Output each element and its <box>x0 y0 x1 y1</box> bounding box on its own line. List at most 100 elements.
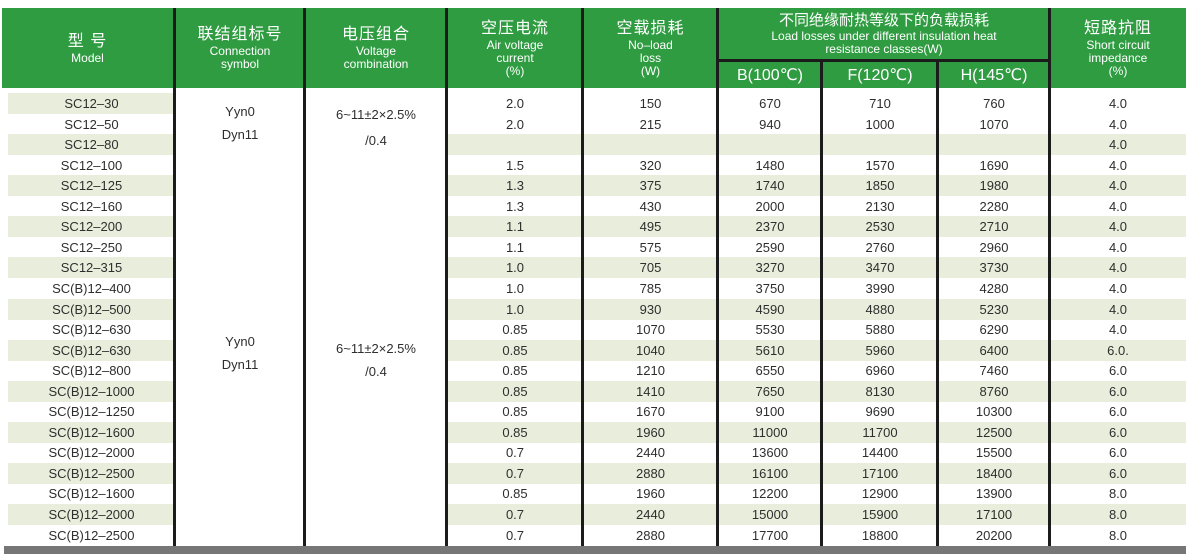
cell-current: 1.0 <box>505 280 525 296</box>
header-class-b: B(100℃) <box>737 66 803 84</box>
cell-b: 12200 <box>751 486 789 502</box>
cell-h: 13900 <box>975 486 1013 502</box>
cell-h: 20200 <box>975 527 1013 543</box>
cell-f: 1570 <box>865 157 895 173</box>
header-connection-en1: Connection <box>209 44 271 58</box>
cell-no_load <box>583 134 718 156</box>
cell-b: 1480 <box>755 157 785 173</box>
cell-model: SC12–50 <box>64 116 119 132</box>
table-row: SC(B)12–400 1.0 785 3750 3990 4280 4.0 <box>0 278 1186 299</box>
header-air-current-unit: (%) <box>505 63 525 78</box>
cell-h: 2280 <box>979 198 1009 214</box>
header-class-h: H(145℃) <box>960 66 1028 84</box>
header-impedance-zh: 短路抗阻 <box>1083 19 1152 37</box>
cell-h: 1070 <box>979 116 1009 132</box>
cell-b: 5530 <box>755 322 785 338</box>
table-row: SC(B)12–2500 0.7 2880 17700 18800 20200 8.0 <box>0 525 1186 546</box>
cell-impedance: 4.0 <box>1108 116 1128 132</box>
cell-h: 8760 <box>938 380 1050 402</box>
cell-h: 12500 <box>938 421 1050 443</box>
cell-h: 7460 <box>979 363 1009 379</box>
table-row: SC(B)12–800 0.85 1210 6550 6960 7460 6.0 <box>0 360 1186 381</box>
cell-f: 17100 <box>822 462 938 484</box>
cell-impedance: 4.0 <box>1050 298 1186 320</box>
column-divider <box>1048 8 1051 546</box>
header-load-losses-group: 不同绝缘耐热等级下的负载损耗 Load losses under differe… <box>718 8 1050 60</box>
cell-no_load: 2880 <box>583 462 718 484</box>
cell-model: SC12–200 <box>8 216 175 238</box>
column-divider <box>716 8 719 546</box>
cell-h: 5230 <box>938 298 1050 320</box>
header-voltage-zh: 电压组合 <box>341 26 410 43</box>
connection-symbol-group1-line2: Dyn11 <box>221 127 259 142</box>
cell-b: 16100 <box>718 462 822 484</box>
cell-b: 2000 <box>755 198 785 214</box>
cell-h: 1690 <box>979 157 1009 173</box>
cell-model: SC12–100 <box>60 157 123 173</box>
cell-impedance: 6.0 <box>1050 462 1186 484</box>
cell-impedance: 4.0 <box>1108 280 1128 296</box>
cell-impedance: 4.0 <box>1108 198 1128 214</box>
cell-model: SC(B)12–1600 <box>48 486 135 502</box>
cell-b: 2590 <box>755 239 785 255</box>
cell-no_load: 320 <box>639 157 662 173</box>
header-load-losses-zh: 不同绝缘耐热等级下的负载损耗 <box>778 12 989 29</box>
cell-model: SC(B)12–1000 <box>8 380 175 402</box>
cell-current: 0.85 <box>502 322 528 338</box>
column-divider <box>303 8 306 546</box>
cell-no_load: 1670 <box>636 404 665 420</box>
cell-b: 670 <box>759 96 781 111</box>
cell-f: 4880 <box>822 298 938 320</box>
cell-h: 6400 <box>938 339 1050 361</box>
column-divider <box>581 8 584 546</box>
table-row: SC12–315 1.0 705 3270 3470 3730 4.0 <box>0 257 1186 279</box>
table-row: SC12–125 1.3 375 1740 1850 1980 4.0 <box>0 175 1186 197</box>
header-class-f: F(120℃) <box>847 66 913 84</box>
cell-current: 0.85 <box>502 486 528 502</box>
cell-current: 1.1 <box>447 216 583 238</box>
cell-impedance: 6.0 <box>1050 421 1186 443</box>
cell-b: 15000 <box>718 504 822 525</box>
table-row: SC12–100 1.5 320 1480 1570 1690 4.0 <box>0 155 1186 176</box>
cell-model: SC12–30 <box>8 93 175 114</box>
cell-f <box>822 134 938 156</box>
table-row: SC(B)12–1000 0.85 1410 7650 8130 8760 6.0 <box>0 380 1186 402</box>
cell-impedance: 8.0 <box>1050 504 1186 525</box>
cell-f: 15900 <box>822 504 938 525</box>
bottom-bar <box>4 546 1186 554</box>
cell-b: 7650 <box>718 380 822 402</box>
cell-b: 940 <box>759 116 781 132</box>
cell-current: 1.3 <box>447 175 583 197</box>
cell-current <box>447 134 583 156</box>
cell-f: 8130 <box>822 380 938 402</box>
cell-impedance: 4.0 <box>1108 322 1128 338</box>
cell-no_load: 1040 <box>583 339 718 361</box>
cell-f: 5880 <box>865 322 895 338</box>
cell-b: 6550 <box>755 363 785 379</box>
cell-no_load: 1410 <box>583 380 718 402</box>
cell-no_load: 705 <box>583 257 718 279</box>
table-row: SC(B)12–500 1.0 930 4590 4880 5230 4.0 <box>0 298 1186 320</box>
cell-f: 18800 <box>861 527 899 543</box>
table-row: SC12–160 1.3 430 2000 2130 2280 4.0 <box>0 196 1186 217</box>
cell-b: 3270 <box>718 257 822 279</box>
header-insulation-classes: B(100℃) F(120℃) H(145℃) <box>718 61 1050 88</box>
cell-h: 17100 <box>938 504 1050 525</box>
connection-symbol-group2-line1: Yyn0 <box>225 334 255 349</box>
cell-f: 2130 <box>865 198 895 214</box>
cell-f: 2530 <box>822 216 938 238</box>
table-row: SC(B)12–1250 0.85 1670 9100 9690 10300 6.0 <box>0 401 1186 422</box>
cell-no_load: 785 <box>639 280 662 296</box>
cell-impedance: 8.0 <box>1108 527 1128 543</box>
cell-no_load: 1960 <box>636 486 665 502</box>
connection-symbol-group2-line2: Dyn11 <box>221 357 259 372</box>
header-no-load-zh: 空载损耗 <box>616 19 685 37</box>
cell-current: 1.3 <box>505 198 525 214</box>
cell-b: 17700 <box>751 527 789 543</box>
voltage-combination-group2-line1: 6~11±2×2.5% <box>336 341 416 356</box>
table-row: SC12–200 1.1 495 2370 2530 2710 4.0 <box>0 216 1186 238</box>
cell-h: 760 <box>983 96 1005 111</box>
cell-b: 3750 <box>755 280 785 296</box>
cell-impedance: 4.0 <box>1050 175 1186 197</box>
cell-model: SC(B)12–2000 <box>8 504 175 525</box>
